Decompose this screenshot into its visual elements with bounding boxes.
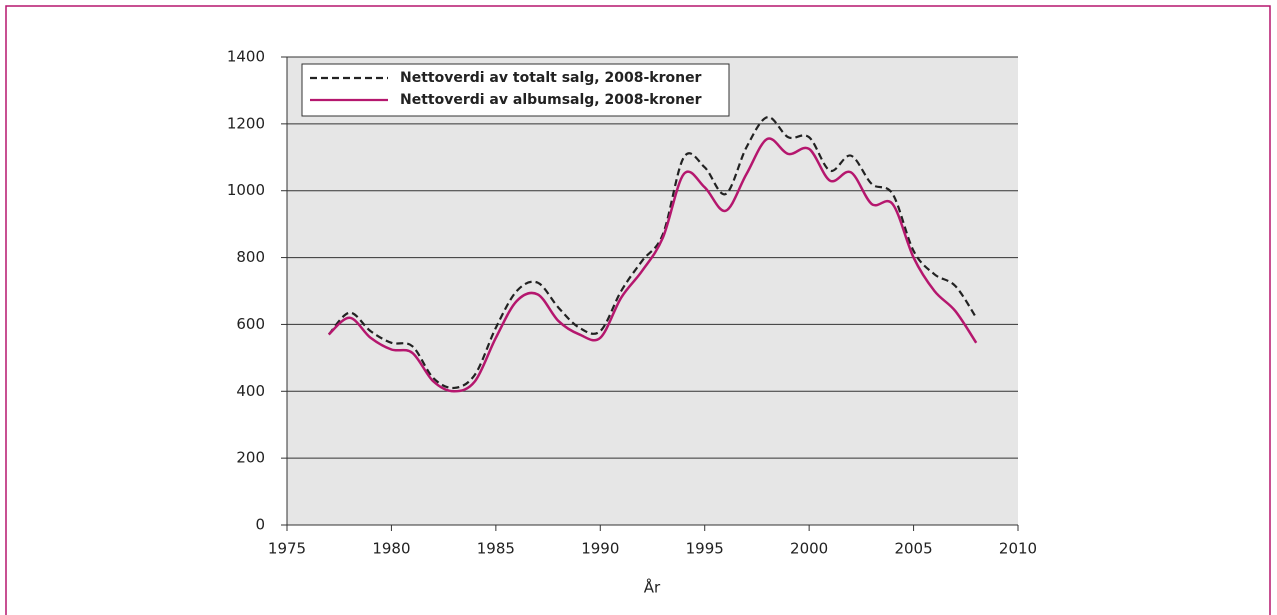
y-tick-label: 1400 [227, 48, 265, 66]
x-tick-label: 1980 [372, 540, 410, 558]
plot-area [287, 57, 1018, 525]
frame [5, 5, 1271, 615]
y-tick-label: 600 [236, 315, 265, 333]
legend-box [301, 63, 730, 117]
legend-label: Nettoverdi av totalt salg, 2008-kroner [400, 70, 702, 86]
y-tick-label: 800 [236, 248, 265, 266]
y-tick-label: 0 [255, 516, 265, 534]
x-tick-label: 2010 [999, 540, 1037, 558]
x-tick-label: 1995 [686, 540, 724, 558]
x-tick-label: 2000 [790, 540, 828, 558]
legend-label: Nettoverdi av albumsalg, 2008-kroner [400, 92, 702, 108]
series-line [327, 116, 978, 390]
x-tick-label: 1990 [581, 540, 619, 558]
y-tick-label: 1000 [227, 181, 265, 199]
y-tick-label: 200 [236, 449, 265, 467]
series-line [327, 137, 978, 393]
x-tick-label: 2005 [894, 540, 932, 558]
x-tick-label: 1975 [268, 540, 306, 558]
y-tick-label: 400 [236, 382, 265, 400]
y-tick-label: 1200 [227, 114, 265, 132]
x-axis-label: År [644, 578, 661, 597]
x-tick-label: 1985 [477, 540, 515, 558]
